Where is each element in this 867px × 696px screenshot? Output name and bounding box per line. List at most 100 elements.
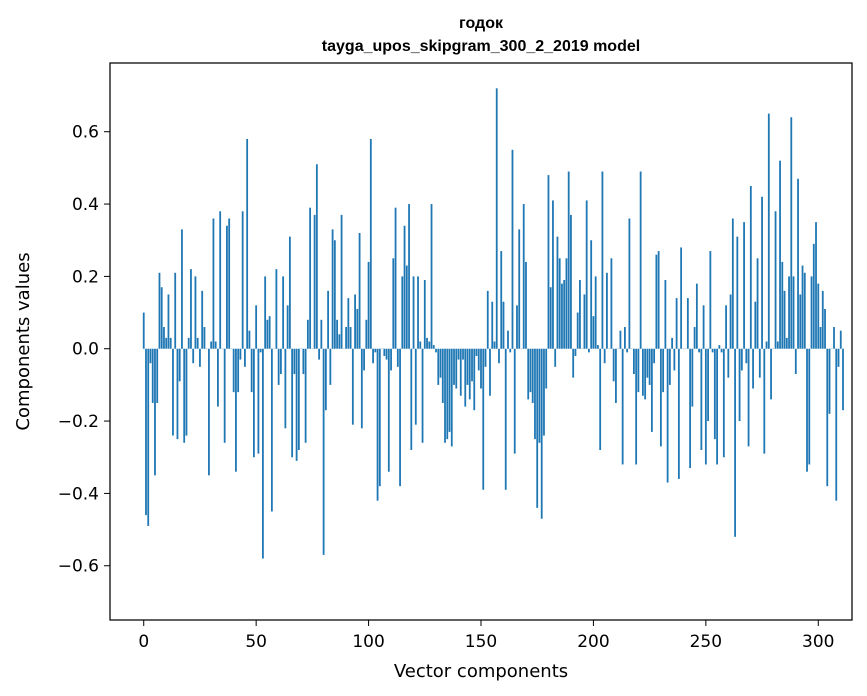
bar-29 (208, 349, 210, 476)
bar-105 (379, 349, 381, 486)
bar-14 (174, 273, 176, 349)
x-tick-label: 50 (245, 632, 267, 652)
bar-193 (577, 313, 579, 349)
bar-234 (669, 349, 671, 385)
bar-184 (557, 237, 559, 349)
bar-302 (822, 291, 824, 349)
bar-247 (698, 349, 700, 353)
bar-269 (748, 349, 750, 447)
bar-19 (186, 349, 188, 436)
bar-225 (649, 349, 651, 385)
bar-131 (437, 349, 439, 385)
bar-161 (505, 349, 507, 490)
bar-26 (201, 291, 203, 349)
bar-81 (325, 349, 327, 410)
bar-156 (494, 342, 496, 349)
bar-214 (624, 327, 626, 349)
bar-181 (550, 287, 552, 348)
bar-190 (570, 215, 572, 349)
bar-260 (727, 349, 729, 378)
bar-216 (629, 219, 631, 349)
bar-163 (509, 349, 511, 353)
bar-231 (662, 349, 664, 392)
bar-285 (784, 291, 786, 349)
bar-80 (323, 349, 325, 555)
bar-213 (622, 349, 624, 465)
bar-275 (761, 197, 763, 349)
bar-110 (390, 349, 392, 371)
bar-192 (575, 349, 577, 356)
bar-155 (491, 302, 493, 349)
bar-42 (237, 349, 239, 392)
bar-310 (840, 331, 842, 349)
bar-279 (770, 349, 772, 400)
bar-298 (813, 244, 815, 349)
bar-251 (707, 349, 709, 421)
bar-143 (464, 349, 466, 407)
x-tick-label: 100 (352, 632, 384, 652)
bar-270 (750, 186, 752, 349)
bar-17 (181, 229, 183, 348)
bar-91 (347, 298, 349, 349)
bar-291 (797, 179, 799, 349)
bar-46 (246, 139, 248, 349)
bar-180 (548, 175, 550, 349)
bar-250 (705, 349, 707, 465)
bar-199 (590, 240, 592, 349)
bar-5 (154, 349, 156, 476)
bar-65 (289, 237, 291, 349)
bar-152 (485, 349, 487, 367)
bar-170 (525, 262, 527, 349)
bar-12 (170, 338, 172, 349)
bar-196 (584, 294, 586, 348)
bar-283 (779, 161, 781, 349)
bar-41 (235, 349, 237, 472)
bar-268 (745, 349, 747, 363)
y-tick-label: 0.2 (72, 267, 99, 287)
bar-chart: годок tayga_upos_skipgram_300_2_2019 mod… (0, 0, 867, 696)
y-tick-label: 0.6 (72, 123, 99, 143)
x-tick-label: 0 (138, 632, 149, 652)
bar-218 (633, 349, 635, 374)
bar-278 (768, 114, 770, 349)
bar-245 (694, 327, 696, 349)
bar-84 (332, 229, 334, 348)
bar-101 (370, 139, 372, 349)
bar-69 (298, 349, 300, 450)
bar-23 (195, 276, 197, 348)
bar-146 (471, 349, 473, 382)
x-tick-label: 250 (690, 632, 722, 652)
bar-8 (161, 287, 163, 348)
bar-178 (543, 349, 545, 436)
bar-67 (293, 349, 295, 374)
bar-309 (838, 349, 840, 367)
bar-55 (266, 320, 268, 349)
bar-111 (392, 258, 394, 348)
bar-206 (606, 273, 608, 349)
bar-281 (775, 211, 777, 348)
bar-203 (599, 349, 601, 450)
bar-71 (302, 349, 304, 374)
bar-34 (219, 211, 221, 348)
bar-27 (204, 327, 206, 349)
bar-123 (419, 342, 421, 349)
bar-77 (316, 164, 318, 348)
bar-90 (345, 327, 347, 349)
bar-4 (152, 349, 154, 403)
bar-182 (552, 200, 554, 348)
bar-205 (604, 349, 606, 363)
bar-63 (284, 349, 286, 429)
bar-157 (496, 88, 498, 348)
bar-197 (586, 200, 588, 348)
bar-191 (572, 349, 574, 378)
bar-72 (305, 349, 307, 443)
bar-59 (275, 269, 277, 349)
bar-85 (334, 240, 336, 349)
bar-126 (426, 338, 428, 349)
bar-117 (406, 266, 408, 349)
bar-221 (640, 172, 642, 349)
bar-175 (536, 349, 538, 508)
bar-124 (422, 349, 424, 443)
bar-224 (646, 349, 648, 378)
bar-98 (363, 349, 365, 371)
